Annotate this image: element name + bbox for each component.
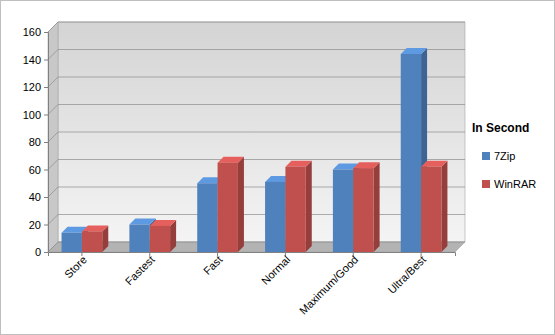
series [62,48,428,252]
y-tick-mark [44,225,48,226]
x-tick: Fast [201,252,225,277]
bar-top [82,225,108,231]
x-tick: Fastest [123,252,157,287]
plot-area [62,48,448,252]
grid-line [58,49,465,50]
y-tick: 20 [29,219,48,231]
y-tick-label: 140 [23,54,41,66]
bar [353,162,379,252]
y-tick-mark [44,252,48,253]
bar-front [129,225,149,253]
grid-line [48,22,58,32]
bar-front [82,231,102,252]
grid [48,22,465,252]
y-tick-mark [44,142,48,143]
bar-top [353,162,379,168]
bar-front [421,167,441,252]
legend-label: WinRAR [494,178,536,190]
y-tick: 160 [23,26,48,38]
grid-line [48,132,58,142]
y-tick: 140 [23,54,48,66]
chart-frame [1,1,555,335]
x-tick: Maximum/Good [297,252,360,317]
x-axis: Store Fastest Fast NormalMaximum/Good Ultra/… [49,252,456,317]
y-tick-label: 160 [23,26,41,38]
y-tick-label: 40 [29,191,41,203]
grid-line [48,187,58,197]
legend-title: In Second [472,121,529,135]
bar [285,161,311,252]
bar-top [218,157,244,163]
bar-side [306,161,312,252]
x-tick: Ultra/Best [385,252,428,296]
legend: In Second 7Zip WinRAR [472,121,536,190]
bar [82,225,108,252]
bar-front [265,182,285,252]
y-tick-label: 60 [29,164,41,176]
bar [150,220,176,252]
bar-front [333,170,353,253]
y-tick-label: 0 [35,246,41,258]
y-tick: 80 [29,136,48,148]
bar-side [441,161,447,252]
legend-swatch [482,152,490,160]
side-wall [48,22,58,252]
bar-front [197,183,217,252]
bar-front [62,233,82,252]
legend-label: 7Zip [494,150,515,162]
grid-line [58,22,465,23]
bar-front [401,54,421,252]
bar-front [285,167,305,252]
bar-side [374,162,380,252]
grid-line [48,105,58,115]
grid-line [48,242,58,252]
grid-line [48,50,58,60]
y-tick: 100 [23,109,48,121]
bar-front [353,168,373,252]
bar-side [238,157,244,252]
x-tick-label: Ultra/Best [385,253,428,296]
y-tick-label: 120 [23,81,41,93]
bar-top [129,219,155,225]
y-tick-mark [44,87,48,88]
y-axis: 0 20 40 60 80 100 120 140 160 [23,26,49,258]
x-tick-label: Fast [201,253,225,277]
y-tick: 40 [29,191,48,203]
bar [218,157,244,252]
grid-line [48,160,58,170]
y-tick: 0 [35,246,48,258]
legend-item: 7Zip [482,150,515,162]
x-tick-label: Normal [259,253,293,287]
y-axis-line [44,33,49,253]
bar-front [218,163,238,252]
y-tick: 60 [29,164,48,176]
x-tick: Normal [259,252,293,287]
x-tick: Store [62,252,89,280]
y-tick-label: 100 [23,109,41,121]
legend-item: WinRAR [482,178,536,190]
y-tick: 120 [23,81,48,93]
y-tick-mark [44,170,48,171]
x-tick-label: Store [62,253,89,280]
x-axis-line [49,253,456,257]
y-tick-mark [44,32,48,33]
bar-top [150,220,176,226]
y-tick-label: 80 [29,136,41,148]
y-tick-label: 20 [29,219,41,231]
y-tick-mark [44,115,48,116]
bar-top [401,48,427,54]
y-tick-mark [44,197,48,198]
bar [421,161,447,252]
bar-front [150,226,170,252]
chart: 0 20 40 60 80 100 120 140 160 Store Fastest Fast Nor… [0,0,555,335]
grid-line [48,77,58,87]
x-tick-label: Maximum/Good [297,253,360,316]
x-tick-label: Fastest [123,253,157,287]
series [82,157,448,252]
bar-top [285,161,311,167]
y-tick-mark [44,60,48,61]
grid-line [48,215,58,225]
legend-swatch [482,180,490,188]
bar-top [421,161,447,167]
